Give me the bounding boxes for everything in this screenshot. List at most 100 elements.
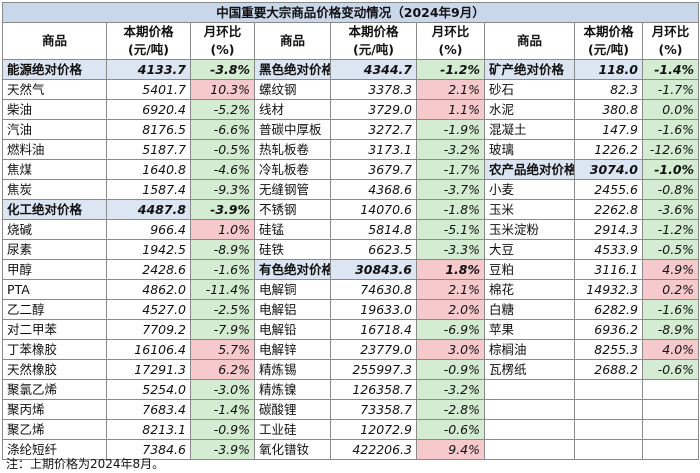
price-cell: 2688.2 xyxy=(574,359,643,380)
header-price-unit: (元/吨) xyxy=(588,42,629,57)
header-mom: 月环比 (%) xyxy=(190,22,255,60)
footnote: 注：上期价格为2024年8月。 xyxy=(6,457,165,471)
commodity-name-cell: 电解铝 xyxy=(254,299,331,320)
mom-change-cell: -1.2% xyxy=(416,59,485,80)
price-cell: 966.4 xyxy=(106,219,191,240)
price-cell: 255997.3 xyxy=(330,359,417,380)
header-price: 本期价格 (元/吨) xyxy=(574,22,643,60)
price-cell: 422206.3 xyxy=(330,439,417,460)
commodity-name-cell: 砂石 xyxy=(484,79,575,100)
table-row: 尿素 1942.5 -8.9% 硅铁 6623.5 -3.3% 大豆 4533.9 -0.5% xyxy=(2,239,700,260)
price-cell: 4862.0 xyxy=(106,279,191,300)
commodity-name-cell: 尿素 xyxy=(2,239,107,260)
price-cell: 4487.8 xyxy=(106,199,191,220)
header-price-label: 本期价格 xyxy=(123,24,174,39)
mom-change-cell: -3.6% xyxy=(641,199,700,220)
mom-change-cell: -3.0% xyxy=(190,379,255,400)
price-cell: 2428.6 xyxy=(106,259,191,280)
empty-cell xyxy=(641,379,700,400)
mom-change-cell: -5.1% xyxy=(416,219,485,240)
header-mom-unit: (%) xyxy=(438,42,463,57)
commodity-name-cell: 螺纹钢 xyxy=(254,79,331,100)
group-name-cell: 农产品绝对价格 xyxy=(484,159,575,180)
header-price-unit: (元/吨) xyxy=(128,42,169,57)
mom-change-cell: -1.6% xyxy=(190,259,255,280)
commodity-name-cell: 无缝钢管 xyxy=(254,179,331,200)
mom-change-cell: 4.0% xyxy=(641,339,700,360)
price-cell: 2914.3 xyxy=(574,219,643,240)
price-cell: 30843.6 xyxy=(330,259,417,280)
empty-cell xyxy=(574,439,643,460)
commodity-name-cell: 汽油 xyxy=(2,119,107,140)
mom-change-cell: -3.7% xyxy=(416,179,485,200)
header-price: 本期价格 (元/吨) xyxy=(106,22,191,60)
commodity-name-cell: 碳酸锂 xyxy=(254,399,331,420)
price-cell: 17291.3 xyxy=(106,359,191,380)
header-price-label: 本期价格 xyxy=(583,24,634,39)
group-name-cell: 能源绝对价格 xyxy=(2,59,107,80)
header-mom-label: 月环比 xyxy=(431,24,470,39)
commodity-name-cell: 电解铅 xyxy=(254,319,331,340)
mom-change-cell: -8.9% xyxy=(190,239,255,260)
price-cell: 5814.8 xyxy=(330,219,417,240)
price-cell: 3378.3 xyxy=(330,79,417,100)
commodity-name-cell: 焦煤 xyxy=(2,159,107,180)
mom-change-cell: -1.9% xyxy=(416,119,485,140)
header-commodity-label: 商品 xyxy=(41,33,67,48)
price-cell: 23779.0 xyxy=(330,339,417,360)
empty-cell xyxy=(574,419,643,440)
mom-change-cell: -1.8% xyxy=(416,199,485,220)
mom-change-cell: 6.2% xyxy=(190,359,255,380)
mom-change-cell: -7.9% xyxy=(190,319,255,340)
table-row: 甲醇 2428.6 -1.6% 有色绝对价格 30843.6 1.8% 豆粕 3116.1 4.… xyxy=(2,259,700,280)
header-mom-unit: (%) xyxy=(658,42,683,57)
table-row: 化工绝对价格 4487.8 -3.9% 不锈钢 14070.6 -1.8% 玉米 2262.8… xyxy=(2,199,700,220)
price-cell: 3729.0 xyxy=(330,99,417,120)
price-cell: 3116.1 xyxy=(574,259,643,280)
empty-cell xyxy=(484,419,575,440)
price-cell: 8255.3 xyxy=(574,339,643,360)
commodity-name-cell: 小麦 xyxy=(484,179,575,200)
price-cell: 3272.7 xyxy=(330,119,417,140)
mom-change-cell: -6.6% xyxy=(190,119,255,140)
price-cell: 3679.7 xyxy=(330,159,417,180)
mom-change-cell: 2.1% xyxy=(416,79,485,100)
price-cell: 4344.7 xyxy=(330,59,417,80)
table-row: PTA 4862.0 -11.4% 电解铜 74630.8 2.1% 棉花 14932.3 0.… xyxy=(2,279,700,300)
table-row: 涤纶短纤 7384.6 -3.9% 氧化镨钕 422206.3 9.4% xyxy=(2,439,700,460)
price-cell: 19633.0 xyxy=(330,299,417,320)
header-price: 本期价格 (元/吨) xyxy=(330,22,417,60)
table-row: 对二甲苯 7709.2 -7.9% 电解铅 16718.4 -6.9% 苹果 6936.2 -8… xyxy=(2,319,700,340)
price-cell: 6623.5 xyxy=(330,239,417,260)
commodity-name-cell: 苹果 xyxy=(484,319,575,340)
commodity-name-cell: 硅铁 xyxy=(254,239,331,260)
price-cell: 1942.5 xyxy=(106,239,191,260)
price-cell: 2262.8 xyxy=(574,199,643,220)
group-name-cell: 有色绝对价格 xyxy=(254,259,331,280)
mom-change-cell: 9.4% xyxy=(416,439,485,460)
header-price-unit: (元/吨) xyxy=(353,42,394,57)
price-cell: 4533.9 xyxy=(574,239,643,260)
table-row: 柴油 6920.4 -5.2% 线材 3729.0 1.1% 水泥 380.8 0.0% xyxy=(2,99,700,120)
price-cell: 6920.4 xyxy=(106,99,191,120)
price-cell: 1640.8 xyxy=(106,159,191,180)
empty-cell xyxy=(574,399,643,420)
price-cell: 5187.7 xyxy=(106,139,191,160)
mom-change-cell: 1.0% xyxy=(190,219,255,240)
group-name-cell: 黑色绝对价格 xyxy=(254,59,331,80)
empty-cell xyxy=(574,379,643,400)
commodity-name-cell: 玉米淀粉 xyxy=(484,219,575,240)
commodity-name-cell: 甲醇 xyxy=(2,259,107,280)
price-cell: 3074.0 xyxy=(574,159,643,180)
commodity-name-cell: 乙二醇 xyxy=(2,299,107,320)
header-row: 商品 本期价格 (元/吨) 月环比 (%) 商品 本期价格 (元/吨) 月环比 (%) 商品 本期价格… xyxy=(2,22,700,60)
commodity-name-cell: 工业硅 xyxy=(254,419,331,440)
table-row: 能源绝对价格 4133.7 -3.8% 黑色绝对价格 4344.7 -1.2% 矿产绝对价格… xyxy=(2,59,700,80)
mom-change-cell: -3.2% xyxy=(416,379,485,400)
table-body: 能源绝对价格 4133.7 -3.8% 黑色绝对价格 4344.7 -1.2% 矿产绝对价格… xyxy=(2,59,700,460)
mom-change-cell: -3.3% xyxy=(416,239,485,260)
commodity-name-cell: 聚氯乙烯 xyxy=(2,379,107,400)
price-cell: 147.9 xyxy=(574,119,643,140)
mom-change-cell: 0.2% xyxy=(641,279,700,300)
price-cell: 8213.1 xyxy=(106,419,191,440)
